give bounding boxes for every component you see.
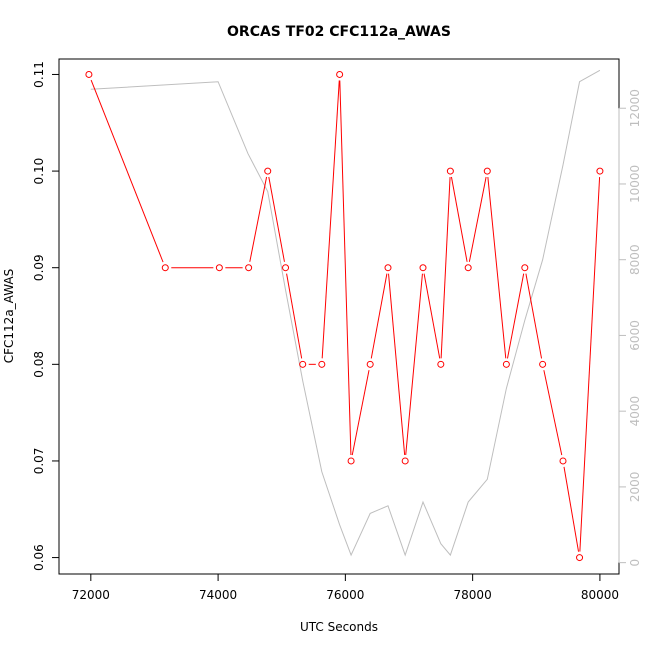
data-point — [483, 167, 491, 175]
series-segment — [440, 177, 451, 359]
series-segment — [286, 273, 303, 359]
data-point — [318, 360, 326, 368]
data-point — [282, 264, 290, 272]
data-point — [446, 167, 454, 175]
y-tick-label: 0.08 — [32, 351, 46, 378]
data-point — [384, 264, 392, 272]
data-point — [264, 167, 272, 175]
y2-tick-label: 12000 — [628, 89, 642, 127]
chart-title: ORCAS TF02 CFC112a_AWAS — [227, 24, 451, 40]
data-point — [366, 360, 374, 368]
series-segment — [506, 273, 525, 359]
series-segment — [388, 273, 406, 456]
series-segment — [351, 370, 370, 456]
series-segment — [450, 176, 468, 262]
series-segment — [543, 370, 563, 456]
series-segment — [468, 176, 487, 262]
x-tick-label: 78000 — [454, 588, 492, 602]
series-segment — [405, 273, 423, 456]
series-segment — [339, 80, 352, 455]
y2-tick-label: 10000 — [628, 165, 642, 203]
x-tick-label: 76000 — [326, 588, 364, 602]
x-tick-label: 80000 — [581, 588, 619, 602]
y2-tick-label: 8000 — [628, 244, 642, 275]
y2-tick-label: 6000 — [628, 320, 642, 351]
y-tick-label: 0.09 — [32, 254, 46, 281]
series-segment — [249, 176, 268, 262]
series-segment — [268, 176, 285, 262]
y2-tick-label: 2000 — [628, 472, 642, 503]
series-layer — [85, 69, 604, 562]
series-segment — [90, 79, 164, 263]
x-axis: 72000 74000 76000 78000 80000 — [72, 573, 619, 602]
y-tick-label: 0.07 — [32, 448, 46, 475]
data-point — [336, 70, 344, 78]
data-point — [576, 554, 584, 562]
data-point — [161, 264, 169, 272]
secondary-series-line — [90, 69, 601, 557]
series-segment — [370, 273, 388, 359]
data-point — [437, 360, 445, 368]
series-segment — [563, 466, 580, 552]
data-point — [85, 70, 93, 78]
data-point — [502, 360, 510, 368]
data-point — [215, 264, 223, 272]
series-segment — [321, 80, 340, 359]
x-tick-label: 72000 — [72, 588, 110, 602]
data-point — [245, 264, 253, 272]
data-point — [521, 264, 529, 272]
data-point — [347, 457, 355, 465]
data-point — [464, 264, 472, 272]
y2-tick-label: 0 — [628, 559, 642, 567]
data-point — [401, 457, 409, 465]
series-segment — [487, 177, 507, 359]
y2-tick-label: 4000 — [628, 396, 642, 427]
data-point — [539, 360, 547, 368]
x-axis-title: UTC Seconds — [300, 620, 378, 634]
y-axis-title: CFC112a_AWAS — [2, 269, 16, 364]
data-point — [596, 167, 604, 175]
data-point — [419, 264, 427, 272]
series-segment — [423, 273, 441, 359]
y-axis-left: 0.06 0.07 0.08 0.09 0.10 0.11 — [32, 61, 60, 571]
data-point — [559, 457, 567, 465]
x-tick-label: 74000 — [199, 588, 237, 602]
y-tick-label: 0.10 — [32, 158, 46, 185]
series-segment — [579, 177, 601, 552]
y-axis-right: 0 2000 4000 6000 8000 10000 12000 — [618, 89, 642, 567]
series-segment — [525, 273, 543, 359]
y-tick-label: 0.06 — [32, 544, 46, 571]
y-tick-label: 0.11 — [32, 61, 46, 88]
data-point — [299, 360, 307, 368]
plot-frame — [58, 58, 620, 575]
